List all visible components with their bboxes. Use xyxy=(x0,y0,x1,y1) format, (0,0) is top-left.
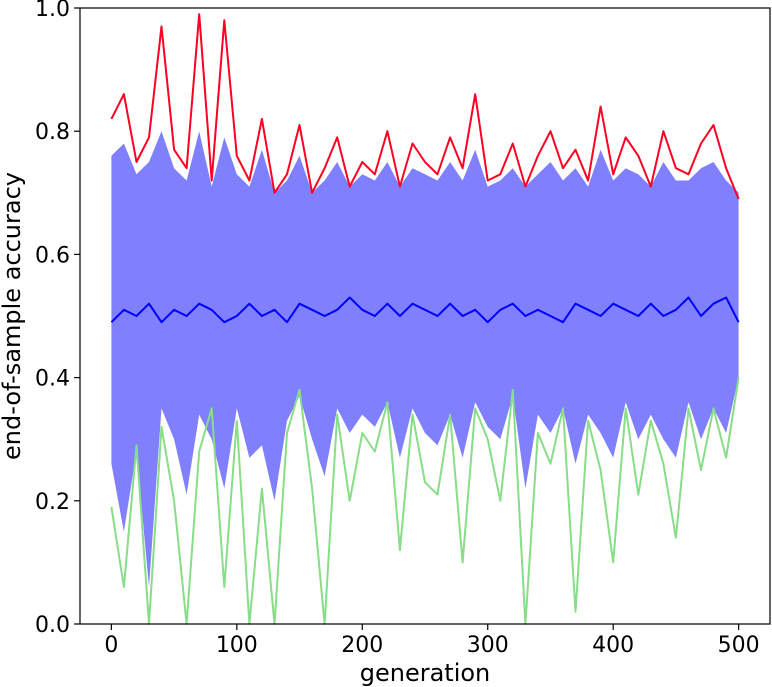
series-line-min xyxy=(110,377,740,625)
y-tick-label: 0.4 xyxy=(35,367,70,392)
y-axis: 0.0 0.2 0.4 0.6 0.8 1.0 xyxy=(35,0,80,638)
x-tick-label: 0 xyxy=(104,633,118,658)
series-line-mean xyxy=(110,296,740,324)
series-lines xyxy=(110,13,740,625)
y-tick-label: 1.0 xyxy=(35,0,70,22)
plot-frame xyxy=(79,7,771,625)
x-tick-label: 500 xyxy=(718,633,760,658)
x-axis-label: generation xyxy=(360,659,491,687)
y-axis-label: end-of-sample accuracy xyxy=(0,172,26,460)
y-tick-label: 0.8 xyxy=(35,120,70,145)
x-tick-label: 400 xyxy=(592,633,634,658)
y-tick-label: 0.6 xyxy=(35,243,70,268)
x-tick-label: 200 xyxy=(341,633,383,658)
plot-area xyxy=(79,7,771,625)
series-line-max xyxy=(110,13,740,200)
x-tick-label: 300 xyxy=(467,633,509,658)
accuracy-range-band xyxy=(111,131,739,587)
x-axis: 0 100 200 300 400 500 xyxy=(104,624,760,658)
y-tick-label: 0.0 xyxy=(35,613,70,638)
x-tick-label: 100 xyxy=(216,633,258,658)
y-tick-label: 0.2 xyxy=(35,490,70,515)
